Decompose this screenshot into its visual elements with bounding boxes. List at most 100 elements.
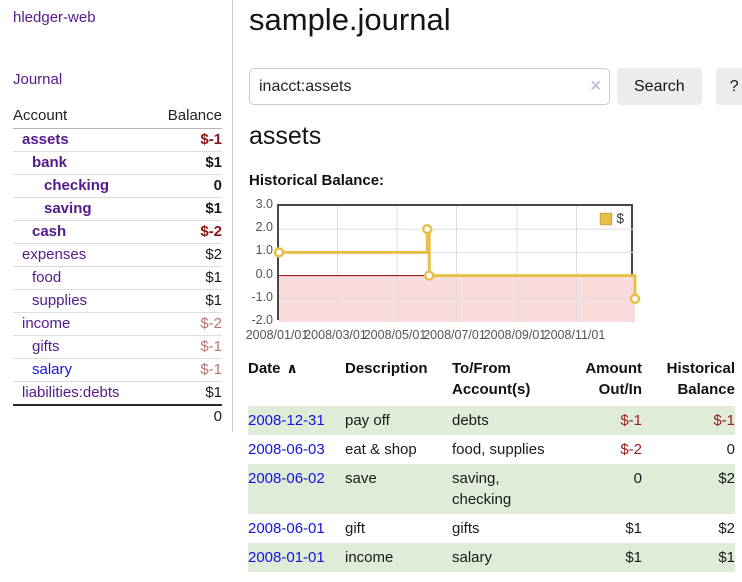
main-content: sample.journal × Search ? assets Histori…	[245, 0, 742, 582]
account-row: saving $1	[13, 197, 222, 221]
transaction-amount: 0	[560, 464, 642, 514]
accounts-total-row: 0	[13, 404, 222, 428]
account-link-gifts[interactable]: gifts	[32, 338, 60, 355]
balance-column-header: Historical Balance	[666, 360, 735, 398]
transaction-amount: $1	[560, 543, 642, 572]
account-balance: $-1	[151, 335, 222, 359]
transaction-amount: $-2	[620, 441, 642, 458]
account-row: salary $-1	[13, 358, 222, 382]
transaction-balance: $2	[642, 464, 735, 514]
account-link-food[interactable]: food	[32, 269, 62, 286]
search-button[interactable]: Search	[617, 68, 702, 105]
brand-link[interactable]: hledger-web	[13, 9, 96, 26]
transaction-balance: $-1	[642, 406, 735, 435]
help-button[interactable]: ?	[715, 68, 742, 105]
search-input[interactable]	[249, 68, 610, 105]
account-row: expenses $2	[13, 243, 222, 267]
accounts-total-balance: 0	[151, 404, 222, 428]
account-link-liabilities-debts[interactable]: liabilities:debts	[22, 384, 120, 401]
y-axis-tick-label: 3.0	[255, 197, 273, 211]
historical-balance-chart: $ 3.0 2.0 1.0 0.0 -1.0 -2.0 2008/01/01 2008/03/…	[245, 196, 742, 344]
account-balance: $1	[151, 197, 222, 221]
transaction-amount: $1	[625, 520, 642, 537]
account-column-header: Account	[13, 105, 152, 129]
transaction-amount: $-1	[560, 406, 642, 435]
clear-search-icon[interactable]: ×	[590, 75, 601, 96]
account-row: food $1	[13, 266, 222, 290]
register-header-row: Date ∧ Description To/From Account(s) Amo…	[248, 356, 735, 406]
account-balance: $1	[151, 266, 222, 290]
chart-heading: Historical Balance:	[249, 172, 385, 189]
transaction-date-link[interactable]: 2008-12-31	[248, 412, 325, 429]
transaction-description: pay off	[345, 406, 452, 435]
series-swatch-icon	[600, 212, 613, 225]
account-link-saving[interactable]: saving	[44, 200, 92, 217]
sidebar: hledger-web Journal Account Balance asse…	[0, 0, 233, 582]
transaction-accounts: salary	[452, 543, 560, 572]
account-row: liabilities:debts $1	[13, 381, 222, 405]
transaction-accounts: gifts	[452, 520, 480, 537]
account-row: checking 0	[13, 174, 222, 198]
transaction-description: save	[345, 464, 452, 514]
y-axis-tick-label: -1.0	[251, 289, 273, 304]
sidebar-item-journal[interactable]: Journal	[13, 71, 63, 88]
transaction-date-link[interactable]: 2008-01-01	[248, 549, 325, 566]
y-axis-tick-label: 1.0	[255, 243, 273, 258]
account-link-assets[interactable]: assets	[22, 131, 69, 148]
account-link-income[interactable]: income	[22, 315, 71, 332]
transaction-balance: $1	[642, 543, 735, 572]
account-link-bank[interactable]: bank	[32, 154, 68, 171]
account-balance: $1	[151, 151, 222, 175]
chart-legend: $	[598, 210, 626, 227]
sidebar-accounts-table: Account Balance assets $-1 bank $1 check…	[13, 105, 222, 428]
transaction-date-link[interactable]: 2008-06-03	[248, 441, 325, 458]
register-row: 2008-01-01 income salary $1 $1	[248, 543, 735, 572]
account-heading: assets	[249, 122, 322, 150]
transaction-date-link[interactable]: 2008-06-01	[248, 520, 325, 537]
account-balance: 0	[151, 174, 222, 198]
x-axis-tick-label: 2008/11/01	[543, 328, 606, 342]
search-input-wrap: ×	[249, 68, 610, 105]
account-balance: $1	[151, 289, 222, 313]
account-balance: $-1	[200, 131, 222, 148]
account-link-expenses[interactable]: expenses	[22, 246, 87, 263]
account-link-supplies[interactable]: supplies	[32, 292, 88, 309]
x-axis-tick-label: 2008/07/01	[423, 328, 486, 342]
account-balance: $2	[151, 243, 222, 267]
description-column-header: Description	[345, 360, 428, 377]
account-link-salary[interactable]: salary	[32, 361, 73, 378]
search-form: × Search ?	[249, 68, 742, 105]
register-row: 2008-06-02 save saving, checking 0 $2	[248, 464, 735, 514]
account-row: supplies $1	[13, 289, 222, 313]
x-axis-tick-label: 2008/09/01	[483, 328, 547, 342]
account-row: income $-2	[13, 312, 222, 336]
transaction-balance: $2	[718, 520, 735, 537]
amount-column-header: Amount Out/In	[585, 360, 642, 398]
y-axis-tick-label: -2.0	[251, 313, 273, 327]
account-row: bank $1	[13, 151, 222, 175]
account-row: cash $-2	[13, 220, 222, 244]
y-axis-tick-label: 2.0	[255, 220, 273, 235]
accounts-column-header: To/From Account(s)	[452, 360, 531, 398]
account-balance: $-1	[151, 358, 222, 382]
page-title: sample.journal	[249, 2, 451, 37]
balance-column-header: Balance	[151, 105, 222, 129]
y-axis-tick-label: 0.0	[255, 266, 273, 281]
transaction-description: income	[345, 543, 452, 572]
register-row: 2008-06-01 gift gifts $1 $2	[248, 514, 735, 543]
transaction-description: eat & shop	[345, 441, 417, 458]
x-axis-tick-label: 2008/01/01	[245, 328, 309, 342]
x-axis-tick-label: 2008/03/01	[304, 328, 367, 342]
account-balance: $-2	[151, 312, 222, 336]
transaction-accounts: saving, checking	[452, 464, 560, 514]
date-column-header[interactable]: Date ∧	[248, 360, 298, 377]
series-label: $	[616, 211, 624, 226]
x-axis-tick-label: 2008/05/01	[363, 328, 427, 342]
transaction-date-link[interactable]: 2008-06-02	[248, 470, 325, 487]
transaction-accounts: food, supplies	[452, 441, 545, 458]
account-link-cash[interactable]: cash	[32, 223, 67, 240]
accounts-header-row: Account Balance	[13, 105, 222, 129]
account-balance: $-2	[151, 220, 222, 244]
account-link-checking[interactable]: checking	[44, 177, 110, 194]
